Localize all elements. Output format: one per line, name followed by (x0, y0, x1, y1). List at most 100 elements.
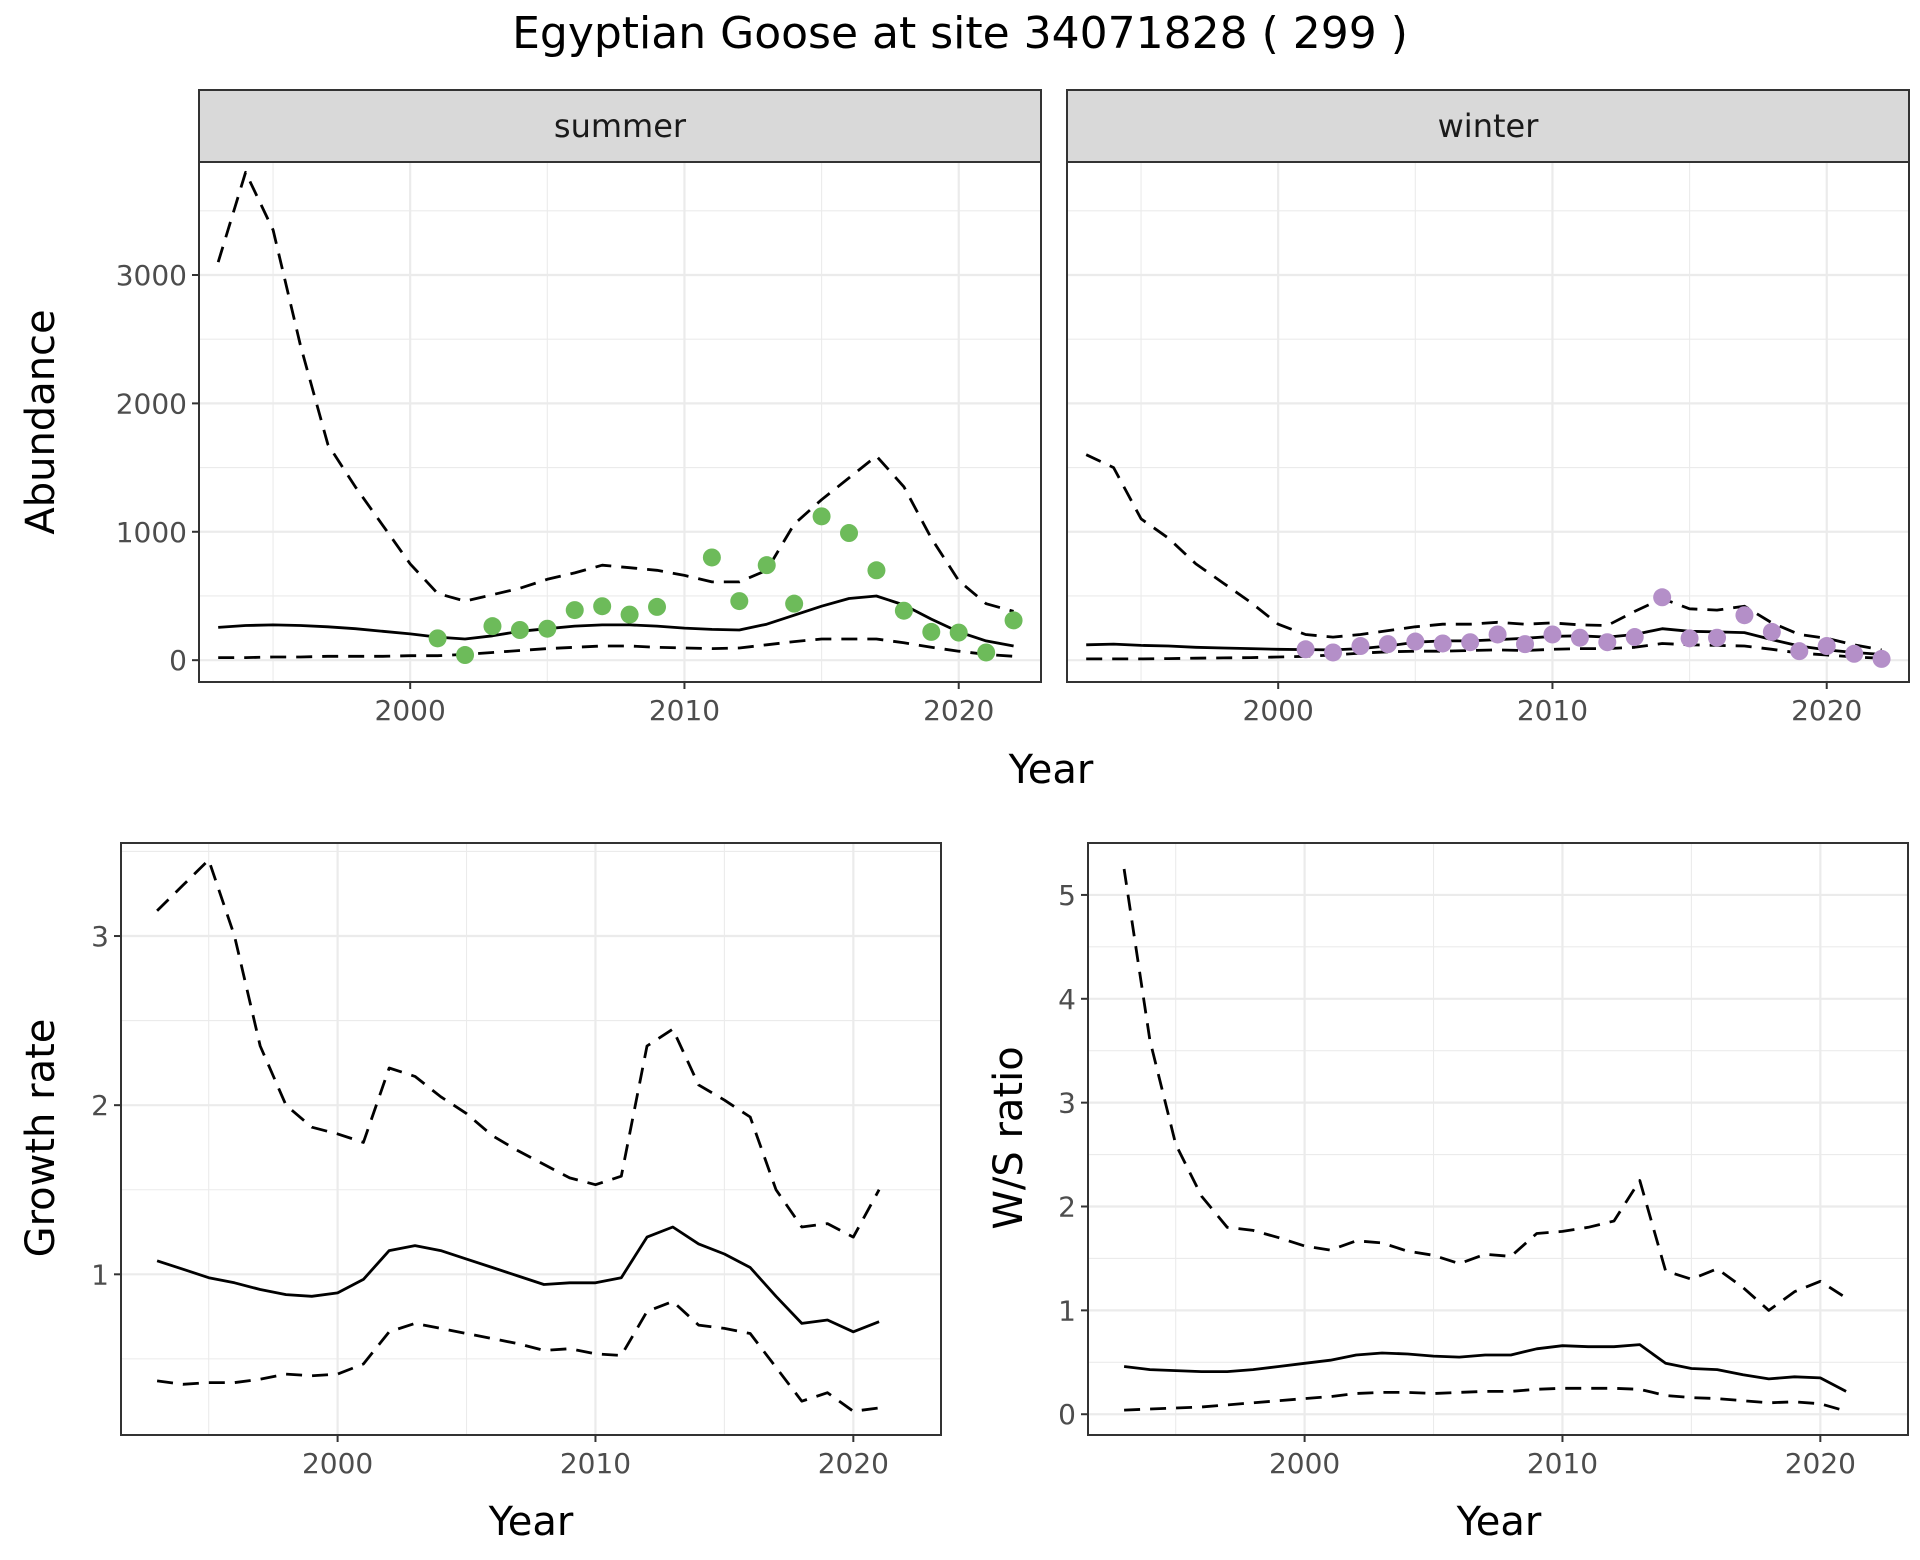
winter-observed-point (1461, 633, 1480, 652)
summer-observed-point (428, 629, 447, 648)
strip-summer-label: summer (554, 107, 687, 145)
strip-winter (1066, 89, 1910, 163)
growth-fitted-line (156, 1225, 880, 1334)
ratio-x-tick-label: 2020 (1785, 1447, 1856, 1480)
summer-y-tick-label: 1000 (116, 516, 187, 549)
growth-panel-background (121, 843, 941, 1435)
winter-observed-point (1324, 643, 1343, 662)
strip-summer (198, 89, 1042, 163)
summer-panel-border (198, 161, 1042, 683)
winter-lower-bound-line (1086, 642, 1882, 661)
strip-winter-label: winter (1438, 107, 1540, 145)
winter-panel-border (1066, 161, 1910, 683)
summer-panel-background (199, 162, 1041, 682)
ratio-lower-bound-line (1124, 1386, 1847, 1413)
ratio-panel-background (1088, 843, 1908, 1435)
ratio-y-tick-label: 0 (1058, 1398, 1076, 1431)
winter-observed-point (1378, 635, 1397, 654)
summer-y-tick-label: 2000 (116, 387, 187, 420)
growth-x-tick-label: 2010 (560, 1447, 631, 1480)
ratio-x-tick-label: 2000 (1269, 1447, 1340, 1480)
abundance-chart: summer 2000 2010 2020 0 1000 2000 3000 winter … (18, 89, 1910, 793)
winter-plot-area: 2000 2010 2020 (1066, 161, 1910, 727)
summer-observed-point (483, 617, 502, 636)
summer-observed-point (730, 592, 749, 611)
winter-observed-point (1653, 588, 1672, 607)
ratio-y-tick-label: 3 (1058, 1087, 1076, 1120)
summer-x-tick-label: 2010 (649, 694, 720, 727)
summer-observed-point (702, 548, 721, 567)
winter-observed-point (1872, 649, 1891, 668)
summer-y-tick-label: 3000 (116, 259, 187, 292)
abundance-x-axis-title: Year (1008, 747, 1094, 793)
figure-title: Egyptian Goose at site 34071828 ( 299 ) (512, 8, 1408, 59)
winter-observed-point (1543, 625, 1562, 644)
winter-observed-point (1351, 637, 1370, 656)
ratio-fitted-line (1123, 1343, 1847, 1393)
growth-rate-chart: 2000 2010 2020 1 2 3 Growth rate Year (18, 842, 942, 1545)
summer-observed-point (812, 507, 831, 526)
winter-observed-point (1708, 628, 1727, 647)
facet-winter: winter 2000 2010 2020 (1066, 89, 1910, 727)
summer-observed-point (510, 621, 529, 639)
ratio-y-tick-label: 5 (1058, 879, 1076, 912)
summer-observed-point (593, 597, 612, 616)
winter-observed-point (1762, 622, 1781, 641)
winter-observed-point (1625, 628, 1644, 647)
summer-observed-point (538, 619, 557, 638)
growth-x-tick-label: 2020 (818, 1447, 889, 1480)
growth-y-tick-label: 1 (91, 1258, 109, 1291)
ws-ratio-chart: 2000 2010 2020 0 1 2 3 4 5 W/S ratio Year (986, 842, 1909, 1545)
winter-x-tick-label: 2000 (1243, 694, 1314, 727)
growth-x-tick-label: 2000 (302, 1447, 373, 1480)
growth-y-axis-title: Growth rate (18, 1019, 64, 1258)
ratio-x-tick-label: 2010 (1527, 1447, 1598, 1480)
winter-observed-point (1680, 629, 1699, 648)
abundance-y-axis-title: Abundance (18, 309, 64, 534)
summer-observed-point (565, 601, 584, 620)
summer-observed-point (949, 623, 968, 642)
summer-fitted-line (218, 594, 1014, 648)
summer-observed-point (620, 605, 639, 624)
winter-observed-point (1516, 635, 1535, 654)
winter-observed-point (1570, 628, 1589, 647)
summer-observed-point (867, 561, 886, 580)
winter-upper-bound-line (1085, 453, 1882, 652)
growth-y-tick-label: 3 (91, 920, 109, 953)
summer-observed-point (785, 594, 804, 613)
winter-x-tick-label: 2010 (1517, 694, 1588, 727)
ratio-y-tick-label: 1 (1058, 1294, 1076, 1327)
winter-observed-point (1845, 644, 1864, 663)
summer-observed-point (1004, 611, 1023, 630)
growth-x-axis-title: Year (488, 1499, 574, 1545)
summer-observed-point (757, 556, 776, 575)
growth-panel-border (120, 842, 942, 1436)
summer-observed-point (977, 643, 996, 662)
winter-fitted-line (1086, 627, 1882, 656)
winter-observed-point (1735, 606, 1754, 625)
winter-panel-background (1067, 162, 1909, 682)
summer-observed-point (894, 601, 913, 620)
summer-x-tick-label: 2000 (375, 694, 446, 727)
summer-observed-point (922, 622, 941, 641)
ratio-plot-area: 2000 2010 2020 0 1 2 3 4 5 (1058, 842, 1909, 1480)
summer-y-tick-label: 0 (169, 644, 187, 677)
ratio-upper-bound-line (1122, 868, 1847, 1312)
ratio-panel-border (1087, 842, 1909, 1436)
summer-observed-point (456, 646, 475, 665)
winter-observed-point (1488, 625, 1507, 644)
ratio-y-tick-label: 2 (1058, 1191, 1076, 1224)
winter-observed-point (1406, 632, 1425, 651)
summer-lower-bound-line (218, 637, 1014, 659)
winter-observed-point (1817, 637, 1836, 656)
facet-summer: summer 2000 2010 2020 0 1000 2000 3000 (116, 89, 1042, 727)
growth-y-tick-label: 2 (91, 1089, 109, 1122)
ratio-y-axis-title: W/S ratio (986, 1046, 1032, 1229)
winter-observed-point (1790, 642, 1809, 661)
summer-plot-area: 2000 2010 2020 0 1000 2000 3000 (116, 161, 1042, 727)
summer-observed-point (648, 597, 667, 616)
winter-observed-point (1598, 633, 1617, 652)
winter-observed-point (1433, 634, 1452, 653)
ratio-x-axis-title: Year (1456, 1499, 1542, 1545)
